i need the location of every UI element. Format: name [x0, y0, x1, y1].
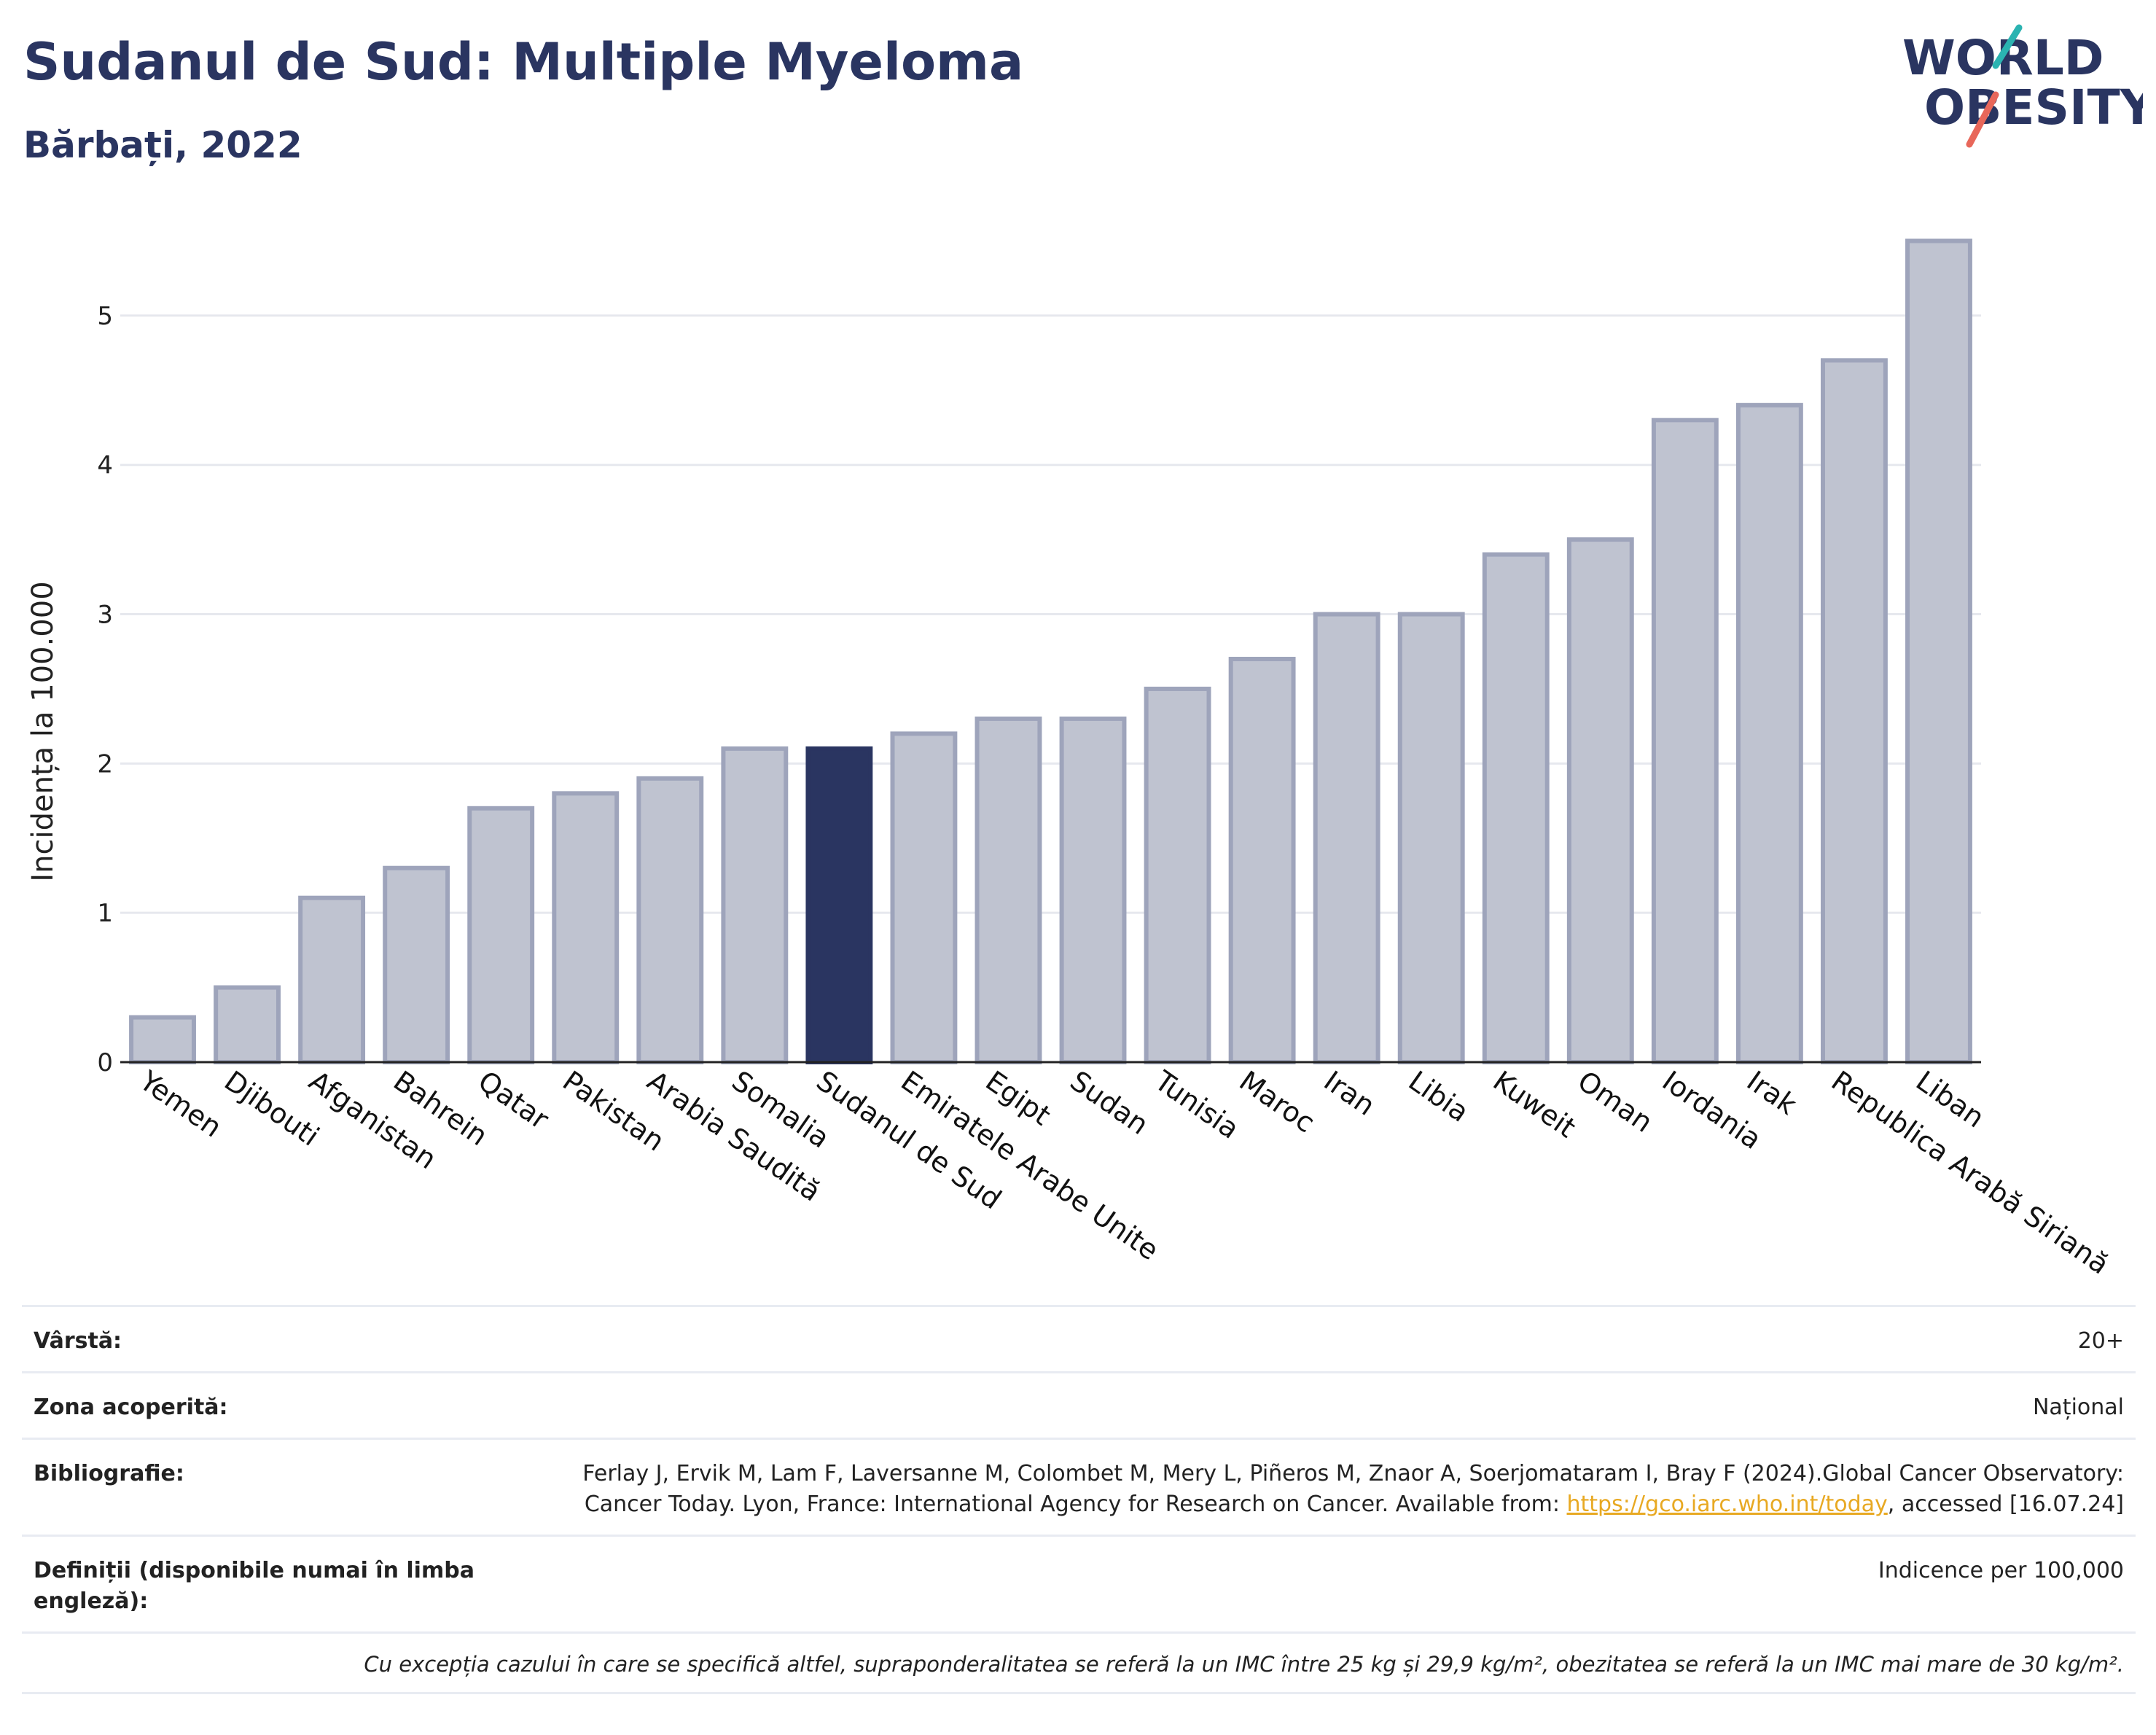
bar-iran[interactable]	[1313, 612, 1380, 1064]
bar-iordania[interactable]	[1651, 418, 1719, 1064]
source-link[interactable]: https://gco.iarc.who.int/today	[1566, 1492, 1888, 1517]
page-subtitle: Bărbați, 2022	[23, 124, 302, 166]
bar-libia[interactable]	[1397, 612, 1465, 1064]
bibliography-label: Bibliografie:	[34, 1461, 184, 1486]
bar-somalia[interactable]	[721, 746, 789, 1064]
area-value: Național	[2032, 1395, 2124, 1420]
bar-qatar[interactable]	[467, 806, 535, 1065]
bar-republica-arabă-siriană[interactable]	[1820, 358, 1888, 1064]
bar-sudan[interactable]	[1059, 716, 1127, 1064]
y-tick-label: 5	[97, 302, 113, 331]
logo-slash-coral	[1966, 91, 1999, 148]
bar-arabia-saudită[interactable]	[636, 776, 704, 1064]
x-tick-label: Yemen	[133, 1064, 227, 1144]
page-title: Sudanul de Sud: Multiple Myeloma	[23, 32, 1024, 92]
definitions-label: Definiții (disponibile numai în limba en…	[34, 1558, 474, 1614]
x-tick-label: Tunisia	[1149, 1064, 1245, 1145]
y-tick-label: 0	[97, 1048, 113, 1077]
world-obesity-logo: WORLD OBESITY	[1902, 24, 2143, 148]
area-label: Zona acoperită:	[34, 1395, 228, 1420]
definitions-value: Indicence per 100,000	[1878, 1558, 2124, 1583]
logo-slash-teal	[1992, 24, 2023, 69]
x-tick-label: Sudan	[1064, 1064, 1154, 1141]
bibliography-text: Ferlay J, Ervik M, Lam F, Laversanne M, …	[582, 1461, 2124, 1517]
x-tick-label: Libia	[1403, 1064, 1475, 1128]
x-tick-label: Iran	[1318, 1064, 1380, 1122]
y-tick-label: 4	[97, 451, 113, 480]
bibliography-accessed: , accessed [16.07.24]	[1887, 1492, 2124, 1517]
bar-afganistan[interactable]	[298, 895, 366, 1064]
bar-liban[interactable]	[1905, 238, 1972, 1064]
bar-egipt[interactable]	[975, 716, 1042, 1064]
bar-tunisia[interactable]	[1144, 686, 1211, 1064]
x-tick-label: Maroc	[1233, 1064, 1320, 1139]
x-tick-label: Irak	[1741, 1064, 1802, 1120]
bar-chart: 012345YemenDjiboutiAfganistanBahreinQata…	[26, 238, 2115, 1281]
footnote: Cu excepția cazului în care se specifică…	[22, 1631, 2136, 1694]
bar-irak[interactable]	[1735, 402, 1803, 1064]
bar-yemen[interactable]	[129, 1015, 196, 1065]
x-tick-label: Oman	[1572, 1064, 1659, 1139]
details-table: Vârstă: 20+ Zona acoperită: Național Bib…	[22, 1305, 2136, 1694]
bar-kuweit[interactable]	[1482, 552, 1550, 1064]
bibliography-row: Bibliografie: Ferlay J, Ervik M, Lam F, …	[22, 1438, 2136, 1535]
bar-djibouti[interactable]	[214, 985, 281, 1064]
bar-maroc[interactable]	[1228, 656, 1296, 1064]
age-label: Vârstă:	[34, 1328, 122, 1354]
age-row: Vârstă: 20+	[22, 1305, 2136, 1371]
y-tick-label: 3	[97, 601, 113, 630]
y-tick-label: 1	[97, 899, 113, 928]
bar-bahrein[interactable]	[383, 865, 450, 1065]
y-axis-label: Incidența la 100.000	[26, 581, 60, 881]
bibliography-value: Ferlay J, Ervik M, Lam F, Laversanne M, …	[520, 1459, 2124, 1520]
bar-emiratele-arabe-unite[interactable]	[890, 731, 958, 1065]
bar-sudanul-de-sud[interactable]	[805, 746, 873, 1064]
definitions-row: Definiții (disponibile numai în limba en…	[22, 1535, 2136, 1631]
bar-oman[interactable]	[1566, 537, 1634, 1064]
x-tick-label: Djibouti	[219, 1064, 325, 1153]
bar-pakistan[interactable]	[552, 791, 620, 1064]
y-tick-label: 2	[97, 749, 113, 779]
x-tick-label: Kuweit	[1488, 1064, 1582, 1144]
area-row: Zona acoperită: Național	[22, 1371, 2136, 1438]
logo-word-obesity: OBESITY	[1924, 79, 2143, 136]
age-value: 20+	[2077, 1328, 2124, 1354]
